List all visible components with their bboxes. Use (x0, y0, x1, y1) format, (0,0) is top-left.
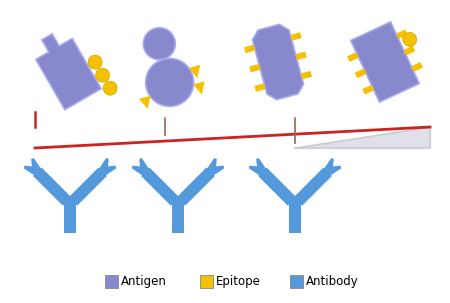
Polygon shape (139, 158, 150, 173)
Polygon shape (290, 32, 302, 41)
Polygon shape (177, 168, 215, 206)
Polygon shape (172, 198, 184, 205)
Polygon shape (289, 205, 301, 232)
Polygon shape (24, 165, 39, 176)
Polygon shape (355, 68, 366, 78)
Polygon shape (69, 168, 107, 206)
Bar (290, 275, 303, 288)
Polygon shape (141, 168, 179, 206)
Polygon shape (33, 168, 71, 206)
Polygon shape (249, 64, 261, 72)
Circle shape (403, 32, 417, 46)
Polygon shape (296, 52, 307, 60)
Polygon shape (64, 198, 76, 205)
Polygon shape (98, 158, 109, 173)
Circle shape (88, 55, 102, 69)
Polygon shape (193, 81, 205, 95)
Polygon shape (172, 205, 184, 232)
Polygon shape (31, 158, 42, 173)
Polygon shape (351, 22, 419, 102)
Polygon shape (252, 24, 304, 100)
Bar (200, 275, 213, 288)
Polygon shape (139, 96, 150, 109)
Polygon shape (244, 45, 255, 53)
Polygon shape (347, 52, 359, 62)
Polygon shape (362, 85, 374, 95)
Polygon shape (206, 158, 217, 173)
Polygon shape (132, 165, 147, 176)
Circle shape (143, 28, 176, 60)
Text: Antigen: Antigen (121, 275, 167, 288)
Polygon shape (326, 165, 342, 176)
Polygon shape (258, 168, 296, 206)
Text: Epitope: Epitope (216, 275, 261, 288)
Text: Antibody: Antibody (306, 275, 359, 288)
Bar (105, 275, 118, 288)
Polygon shape (289, 198, 301, 205)
Polygon shape (404, 46, 415, 55)
Polygon shape (36, 34, 101, 110)
Polygon shape (64, 205, 76, 232)
Polygon shape (295, 127, 430, 148)
Polygon shape (411, 62, 423, 72)
Polygon shape (301, 71, 312, 79)
Circle shape (95, 68, 110, 82)
Circle shape (146, 58, 194, 106)
Polygon shape (323, 158, 334, 173)
Polygon shape (396, 29, 408, 39)
Polygon shape (254, 83, 266, 92)
Polygon shape (209, 165, 225, 176)
Polygon shape (294, 168, 332, 206)
Polygon shape (101, 165, 117, 176)
Polygon shape (256, 158, 267, 173)
Circle shape (103, 81, 117, 95)
Polygon shape (249, 165, 264, 176)
Polygon shape (189, 65, 200, 78)
